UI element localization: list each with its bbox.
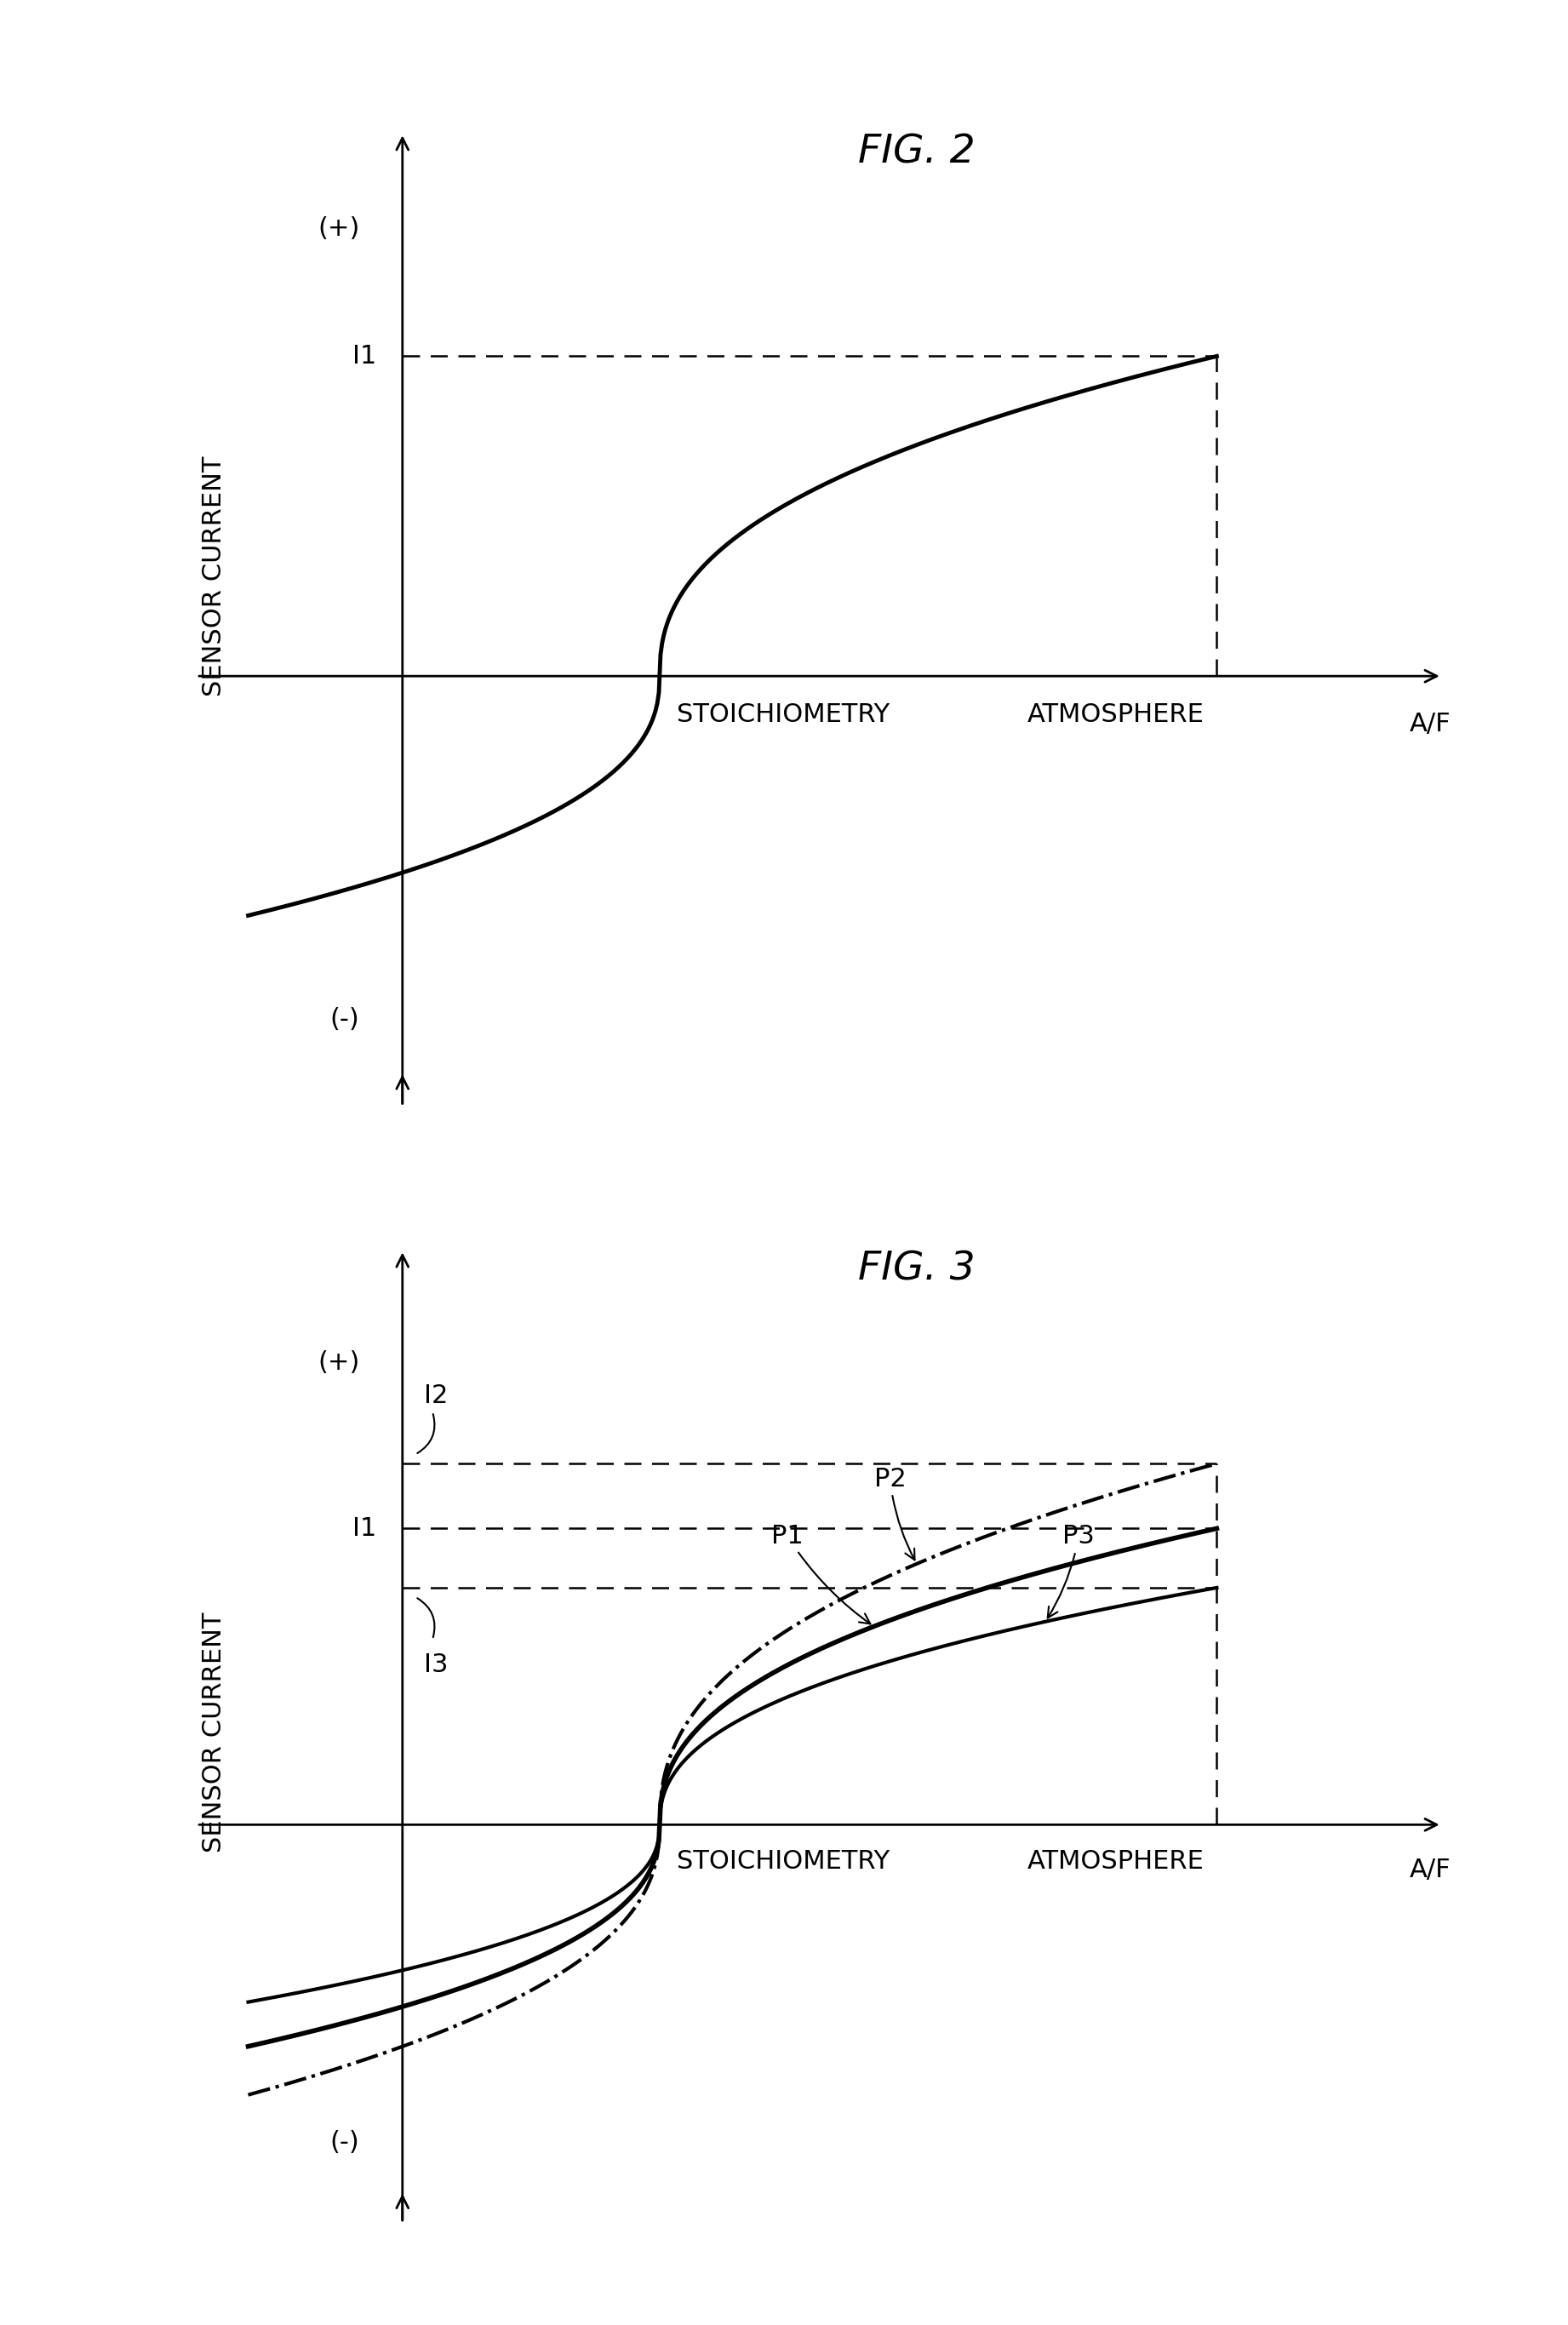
Text: (+): (+) bbox=[318, 1351, 359, 1374]
Text: A/F: A/F bbox=[1410, 1858, 1450, 1883]
Text: I1: I1 bbox=[353, 1516, 376, 1541]
Text: ATMOSPHERE: ATMOSPHERE bbox=[1027, 1848, 1204, 1874]
Text: P1: P1 bbox=[771, 1523, 870, 1623]
Text: STOICHIOMETRY: STOICHIOMETRY bbox=[677, 702, 889, 728]
Text: STOICHIOMETRY: STOICHIOMETRY bbox=[677, 1848, 889, 1874]
Text: FIG. 3: FIG. 3 bbox=[858, 1251, 975, 1288]
Text: (+): (+) bbox=[318, 216, 359, 239]
Text: FIG. 2: FIG. 2 bbox=[858, 133, 975, 172]
Text: (-): (-) bbox=[329, 1007, 359, 1032]
Text: (-): (-) bbox=[329, 2130, 359, 2155]
Text: I2: I2 bbox=[423, 1383, 448, 1409]
Text: P2: P2 bbox=[873, 1467, 914, 1560]
Text: SENSOR CURRENT: SENSOR CURRENT bbox=[202, 456, 226, 695]
Text: A/F: A/F bbox=[1410, 711, 1450, 737]
Text: I1: I1 bbox=[353, 344, 376, 370]
Text: SENSOR CURRENT: SENSOR CURRENT bbox=[202, 1611, 226, 1853]
Text: P3: P3 bbox=[1047, 1525, 1094, 1618]
Text: ATMOSPHERE: ATMOSPHERE bbox=[1027, 702, 1204, 728]
Text: I3: I3 bbox=[423, 1653, 448, 1676]
